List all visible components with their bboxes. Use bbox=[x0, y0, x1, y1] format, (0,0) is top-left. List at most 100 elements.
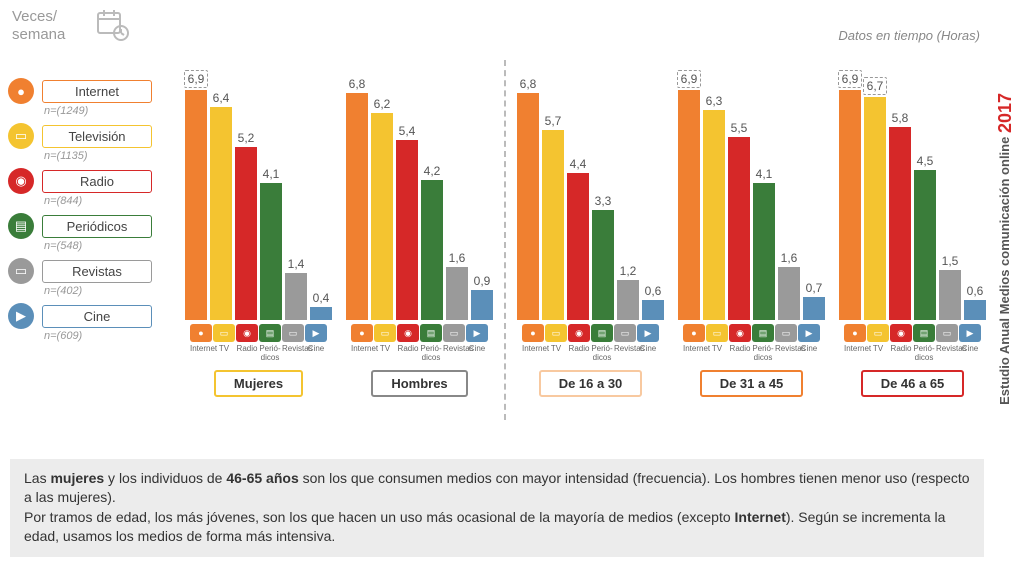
axis-icon-cine: ▶ bbox=[466, 324, 488, 342]
axis-label: Cine bbox=[637, 344, 659, 362]
axis-label: Perió-dicos bbox=[259, 344, 281, 362]
bar-rect bbox=[889, 127, 911, 320]
axis-icon-cine: ▶ bbox=[637, 324, 659, 342]
sidebar-title: Estudio Anual Medios comunicación online… bbox=[990, 10, 1020, 487]
bar-revistas: 1,5 bbox=[938, 254, 962, 320]
axis-label: Radio bbox=[568, 344, 590, 362]
bar-value: 1,5 bbox=[942, 254, 959, 268]
legend-label-internet: Internet bbox=[42, 80, 152, 103]
bar-rect bbox=[778, 267, 800, 320]
bar-revistas: 1,4 bbox=[284, 257, 308, 320]
legend-label-radio: Radio bbox=[42, 170, 152, 193]
axis-icon-internet: ● bbox=[522, 324, 544, 342]
axis-icon-periodicos: ▤ bbox=[591, 324, 613, 342]
bar-periodicos: 4,1 bbox=[259, 167, 283, 320]
axis-icon-periodicos: ▤ bbox=[259, 324, 281, 342]
bar-value: 6,9 bbox=[184, 70, 209, 88]
legend: ● Internet n=(1249) ▭ Televisión n=(1135… bbox=[8, 78, 168, 348]
legend-icon-revistas: ▭ bbox=[8, 258, 34, 284]
legend-item-cine: ▶ Cine n=(609) bbox=[8, 303, 168, 342]
bar-rect bbox=[210, 107, 232, 320]
bar-value: 5,8 bbox=[892, 111, 909, 125]
axis-icon-radio: ◉ bbox=[568, 324, 590, 342]
axis-icon-internet: ● bbox=[844, 324, 866, 342]
bar-rect bbox=[260, 183, 282, 320]
bar-tv: 6,3 bbox=[702, 94, 726, 320]
bars-area: 6,9 6,4 5,2 4,1 1,4 0,4 bbox=[178, 60, 339, 320]
bar-tv: 5,7 bbox=[541, 114, 565, 320]
group-title: De 46 a 65 bbox=[861, 370, 965, 397]
axis-icon-radio: ◉ bbox=[890, 324, 912, 342]
bars-area: 6,8 6,2 5,4 4,2 1,6 0,9 bbox=[339, 60, 500, 320]
legend-icon-internet: ● bbox=[8, 78, 34, 104]
bar-value: 4,1 bbox=[263, 167, 280, 181]
bar-value: 5,2 bbox=[238, 131, 255, 145]
bar-rect bbox=[542, 130, 564, 320]
chart-group-3: 6,9 6,3 5,5 4,1 1,6 0,7 ●▭◉▤▭▶InternetTV… bbox=[671, 60, 832, 420]
bar-value: 4,1 bbox=[756, 167, 773, 181]
axis-icon-periodicos: ▤ bbox=[420, 324, 442, 342]
bar-tv: 6,4 bbox=[209, 91, 233, 320]
bar-rect bbox=[642, 300, 664, 320]
legend-label-revistas: Revistas bbox=[42, 260, 152, 283]
bar-rect bbox=[371, 113, 393, 320]
bar-value: 0,9 bbox=[474, 274, 491, 288]
bar-rect bbox=[914, 170, 936, 320]
legend-icon-radio: ◉ bbox=[8, 168, 34, 194]
legend-icon-periodicos: ▤ bbox=[8, 213, 34, 239]
chart-group-4: 6,9 6,7 5,8 4,5 1,5 0,6 ●▭◉▤▭▶InternetTV… bbox=[832, 60, 993, 420]
axis-label: TV bbox=[706, 344, 728, 362]
bar-value: 6,2 bbox=[374, 97, 391, 111]
bar-rect bbox=[592, 210, 614, 320]
bar-value: 3,3 bbox=[595, 194, 612, 208]
axis-label: Internet bbox=[190, 344, 212, 362]
axis-icon-revistas: ▭ bbox=[936, 324, 958, 342]
calendar-clock-icon bbox=[96, 8, 130, 47]
bar-value: 5,7 bbox=[545, 114, 562, 128]
legend-n-periodicos: n=(548) bbox=[44, 240, 168, 252]
axis-icon-tv: ▭ bbox=[706, 324, 728, 342]
bar-rect bbox=[346, 93, 368, 320]
bar-internet: 6,8 bbox=[516, 77, 540, 320]
legend-label-periodicos: Periódicos bbox=[42, 215, 152, 238]
axis-icon-internet: ● bbox=[351, 324, 373, 342]
bar-rect bbox=[803, 297, 825, 320]
bar-value: 4,2 bbox=[424, 164, 441, 178]
bar-cine: 0,9 bbox=[470, 274, 494, 320]
summary-text: Las mujeres y los individuos de 46-65 añ… bbox=[10, 459, 984, 557]
axis-icon-tv: ▭ bbox=[545, 324, 567, 342]
bar-periodicos: 4,1 bbox=[752, 167, 776, 320]
axis-icon-revistas: ▭ bbox=[282, 324, 304, 342]
axis-icon-internet: ● bbox=[683, 324, 705, 342]
axis-icon-tv: ▭ bbox=[867, 324, 889, 342]
bar-value: 0,4 bbox=[313, 291, 330, 305]
bar-rect bbox=[753, 183, 775, 320]
bars-area: 6,9 6,7 5,8 4,5 1,5 0,6 bbox=[832, 60, 993, 320]
legend-icon-tv: ▭ bbox=[8, 123, 34, 149]
bar-rect bbox=[617, 280, 639, 320]
axis-label: TV bbox=[213, 344, 235, 362]
bar-cine: 0,4 bbox=[309, 291, 333, 320]
bar-rect bbox=[939, 270, 961, 320]
legend-n-radio: n=(844) bbox=[44, 195, 168, 207]
axis-label: TV bbox=[545, 344, 567, 362]
bar-rect bbox=[567, 173, 589, 320]
axis-label: TV bbox=[374, 344, 396, 362]
axis-label: Internet bbox=[844, 344, 866, 362]
axis-icons: ●▭◉▤▭▶ bbox=[351, 324, 488, 342]
legend-label-tv: Televisión bbox=[42, 125, 152, 148]
bar-rect bbox=[517, 93, 539, 320]
legend-label-cine: Cine bbox=[42, 305, 152, 328]
axis-label: Cine bbox=[959, 344, 981, 362]
axis-icon-tv: ▭ bbox=[213, 324, 235, 342]
bar-value: 1,4 bbox=[288, 257, 305, 271]
bar-rect bbox=[839, 90, 861, 320]
bar-value: 6,8 bbox=[520, 77, 537, 91]
bar-value: 5,4 bbox=[399, 124, 416, 138]
axis-label: Cine bbox=[305, 344, 327, 362]
bar-tv: 6,7 bbox=[863, 77, 887, 320]
bar-rect bbox=[678, 90, 700, 320]
header-left: Veces/semana bbox=[12, 8, 65, 44]
axis-label: Perió-dicos bbox=[420, 344, 442, 362]
bar-rect bbox=[964, 300, 986, 320]
